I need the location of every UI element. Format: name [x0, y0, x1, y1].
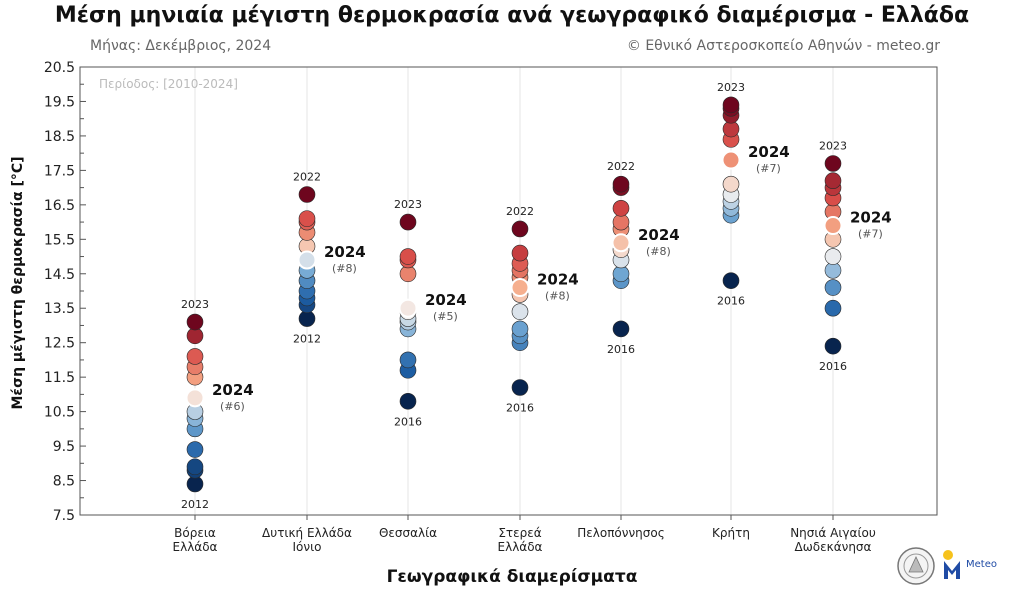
data-point [722, 175, 740, 193]
data-point [399, 392, 417, 410]
rank-label: (#8) [332, 262, 357, 275]
data-point [186, 348, 204, 365]
y-tick-label: 13.5 [44, 301, 75, 317]
y-tick-label: 15.5 [44, 232, 75, 248]
x-tick-label: Ελλάδα [498, 540, 543, 554]
data-point-2024 [185, 388, 205, 408]
y-tick-label: 9.5 [53, 439, 75, 455]
max-year-label: 2022 [607, 160, 635, 173]
rank-label: (#7) [756, 162, 781, 175]
data-point-2024 [611, 233, 631, 253]
y-tick-label: 17.5 [44, 163, 75, 179]
min-year-label: 2012 [181, 498, 209, 511]
min-year-label: 2016 [717, 295, 745, 308]
data-point [298, 210, 316, 227]
data-point [511, 320, 529, 338]
min-year-label: 2016 [394, 415, 422, 428]
data-point-2024 [297, 250, 317, 270]
data-point-2024 [398, 298, 418, 318]
x-tick-label: Ιόνιο [293, 540, 322, 554]
data-point [722, 96, 740, 114]
data-point-2024 [510, 278, 530, 298]
x-tick-label: Βόρεια [174, 526, 216, 540]
rank-label: (#7) [858, 228, 883, 241]
credit-label: © Εθνικό Αστεροσκοπείο Αθηνών - meteo.gr [626, 38, 940, 54]
data-point [186, 458, 204, 476]
label-2024: 2024 [537, 271, 579, 289]
label-2024: 2024 [638, 226, 680, 244]
x-tick-label: Πελοπόννησος [577, 526, 665, 540]
max-year-label: 2023 [394, 198, 422, 211]
y-tick-label: 18.5 [44, 129, 75, 145]
meteo-logo-text: Meteo [966, 559, 997, 570]
rank-label: (#8) [646, 245, 671, 258]
data-point-2024 [721, 150, 741, 170]
data-point [186, 313, 204, 331]
x-axis-label: Γεωγραφικά διαμερίσματα [386, 567, 638, 587]
x-tick-label: Στερεά [498, 526, 541, 540]
logos: Meteo [897, 547, 997, 585]
y-tick-label: 20.5 [44, 60, 75, 76]
x-tick-label: Κρήτη [712, 526, 750, 540]
label-2024: 2024 [324, 243, 366, 261]
data-point [824, 299, 842, 317]
data-point [824, 172, 842, 190]
data-point [298, 186, 316, 203]
min-year-label: 2012 [293, 333, 321, 346]
max-year-label: 2023 [819, 139, 847, 152]
data-point [399, 248, 417, 265]
label-2024: 2024 [425, 291, 467, 309]
x-tick-label: Δυτική Ελλάδα [262, 526, 352, 540]
y-tick-label: 11.5 [44, 370, 75, 386]
x-tick-label: Νησιά Αιγαίου [790, 526, 876, 540]
data-point [824, 279, 842, 296]
y-tick-label: 19.5 [44, 94, 75, 110]
x-tick-label: Δωδεκάνησα [795, 540, 872, 554]
y-tick-label: 8.5 [53, 474, 75, 490]
data-point [511, 303, 529, 320]
max-year-label: 2022 [506, 205, 534, 218]
rank-label: (#6) [220, 400, 245, 413]
meteo-logo-icon [943, 550, 960, 579]
data-point [399, 213, 417, 231]
data-point [824, 155, 842, 172]
y-tick-label: 16.5 [44, 198, 75, 214]
data-point [399, 351, 417, 369]
observatory-seal-icon [897, 547, 935, 585]
period-label: Περίοδος: [2010-2024] [99, 77, 238, 91]
data-point [186, 441, 204, 458]
data-point [824, 337, 842, 355]
rank-label: (#5) [433, 310, 458, 323]
max-year-label: 2022 [293, 171, 321, 184]
label-2024: 2024 [212, 381, 254, 399]
chart-title: Μέση μηνιαία μέγιστη θερμοκρασία ανά γεω… [54, 3, 970, 28]
data-point [722, 272, 740, 289]
label-2024: 2024 [850, 209, 892, 227]
plot-frame [79, 66, 938, 516]
month-label: Μήνας: Δεκέμβριος, 2024 [90, 38, 272, 54]
max-year-label: 2023 [717, 81, 745, 94]
min-year-label: 2016 [819, 360, 847, 373]
x-tick-label: Θεσσαλία [379, 526, 437, 540]
label-2024: 2024 [748, 143, 790, 161]
max-year-label: 2023 [181, 298, 209, 311]
data-point [612, 199, 630, 217]
data-point [612, 175, 630, 193]
min-year-label: 2016 [607, 343, 635, 356]
rank-label: (#8) [545, 290, 570, 303]
data-point [824, 248, 842, 265]
y-tick-label: 12.5 [44, 336, 75, 352]
y-tick-label: 10.5 [44, 405, 75, 421]
data-point [511, 379, 529, 396]
y-tick-label: 14.5 [44, 267, 75, 283]
data-point [511, 220, 529, 238]
x-tick-label: Ελλάδα [173, 540, 218, 554]
data-point-2024 [823, 216, 843, 236]
y-tick-label: 7.5 [53, 508, 75, 524]
min-year-label: 2016 [506, 401, 534, 414]
data-point [612, 320, 630, 338]
data-point [511, 244, 529, 262]
